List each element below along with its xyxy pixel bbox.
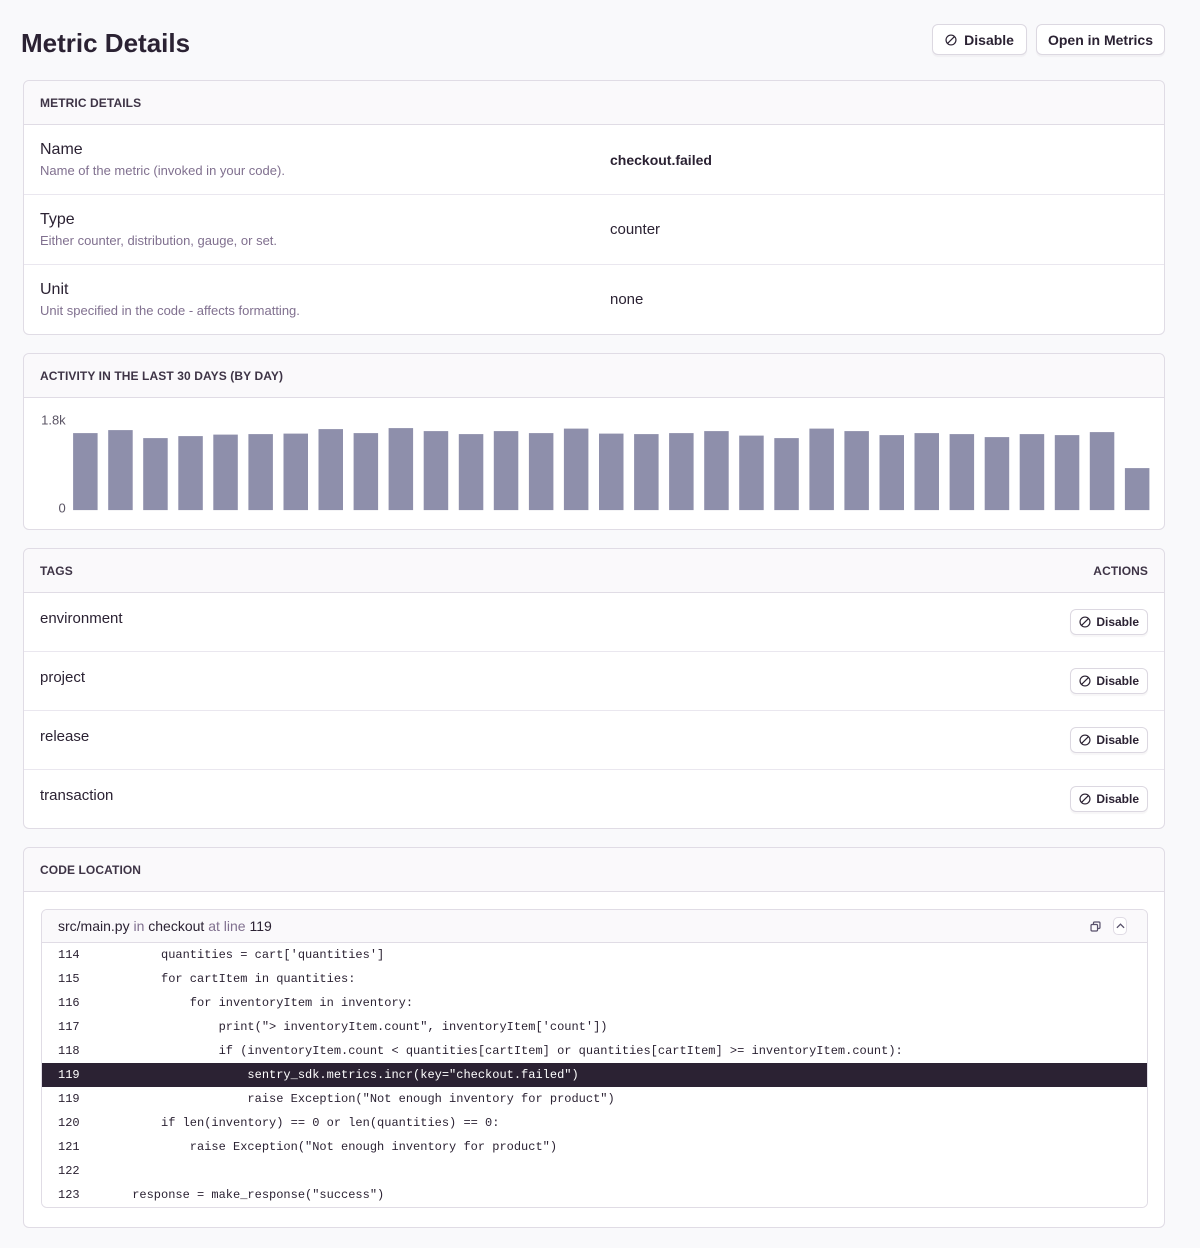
svg-text:0: 0: [58, 501, 65, 516]
svg-text:1.8k: 1.8k: [41, 413, 66, 428]
